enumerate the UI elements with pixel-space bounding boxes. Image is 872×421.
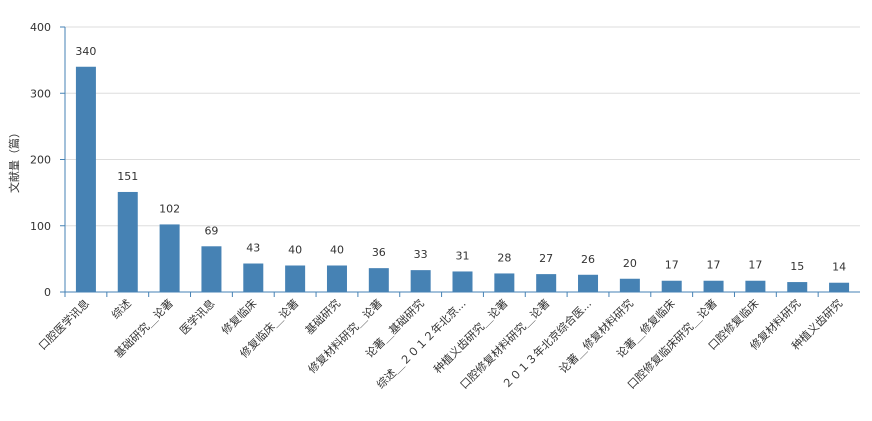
data-label: 102 bbox=[159, 202, 180, 215]
bar bbox=[368, 268, 389, 292]
bar bbox=[243, 263, 264, 292]
data-label: 40 bbox=[288, 244, 302, 257]
bar bbox=[285, 265, 306, 292]
data-label: 27 bbox=[539, 252, 553, 265]
x-tick-label: 口腔医学讯息 bbox=[35, 296, 92, 353]
data-label: 33 bbox=[414, 248, 428, 261]
bar bbox=[787, 282, 808, 292]
data-label: 40 bbox=[330, 244, 344, 257]
bar bbox=[745, 280, 766, 292]
data-label: 43 bbox=[246, 242, 260, 255]
data-label: 69 bbox=[204, 224, 218, 237]
bar bbox=[75, 66, 96, 292]
x-tick-label: 修复材料研究＿论著 bbox=[305, 296, 385, 376]
data-label: 26 bbox=[581, 253, 595, 266]
y-tick-label: 400 bbox=[30, 21, 51, 34]
data-label: 151 bbox=[117, 170, 138, 183]
bar bbox=[326, 265, 347, 292]
x-tick-label: 论著＿修复材料研究 bbox=[556, 296, 636, 376]
x-tick-label: 基础研究 bbox=[302, 296, 343, 337]
bar bbox=[619, 278, 640, 292]
data-label: 36 bbox=[372, 246, 386, 259]
bar bbox=[117, 191, 138, 292]
bar bbox=[494, 273, 515, 292]
data-label: 14 bbox=[832, 261, 846, 274]
data-label: 31 bbox=[456, 249, 470, 262]
y-tick-label: 200 bbox=[30, 154, 51, 167]
bar bbox=[159, 224, 180, 292]
y-tick-label: 0 bbox=[44, 286, 51, 299]
x-tick-label: 医学讯息 bbox=[177, 296, 218, 337]
data-label: 28 bbox=[497, 251, 511, 264]
data-label: 17 bbox=[665, 259, 679, 272]
data-label: 17 bbox=[748, 259, 762, 272]
x-tick-label: 种植义齿研究＿论著 bbox=[431, 296, 511, 376]
data-label: 15 bbox=[790, 260, 804, 273]
bar bbox=[578, 274, 599, 292]
bar bbox=[829, 282, 850, 292]
bar bbox=[452, 271, 473, 292]
data-label: 17 bbox=[707, 259, 721, 272]
data-label: 20 bbox=[623, 257, 637, 270]
x-tick-label: 综述 bbox=[108, 296, 133, 321]
x-tick-label: 修复临床 bbox=[218, 296, 259, 337]
y-tick-label: 300 bbox=[30, 87, 51, 100]
data-label: 340 bbox=[75, 45, 96, 58]
y-axis-label: 文献量（篇） bbox=[7, 127, 21, 193]
bar bbox=[661, 280, 682, 292]
bar bbox=[536, 274, 557, 292]
y-tick-label: 100 bbox=[30, 220, 51, 233]
bar bbox=[410, 270, 431, 292]
bar bbox=[703, 280, 724, 292]
bar bbox=[201, 246, 222, 292]
